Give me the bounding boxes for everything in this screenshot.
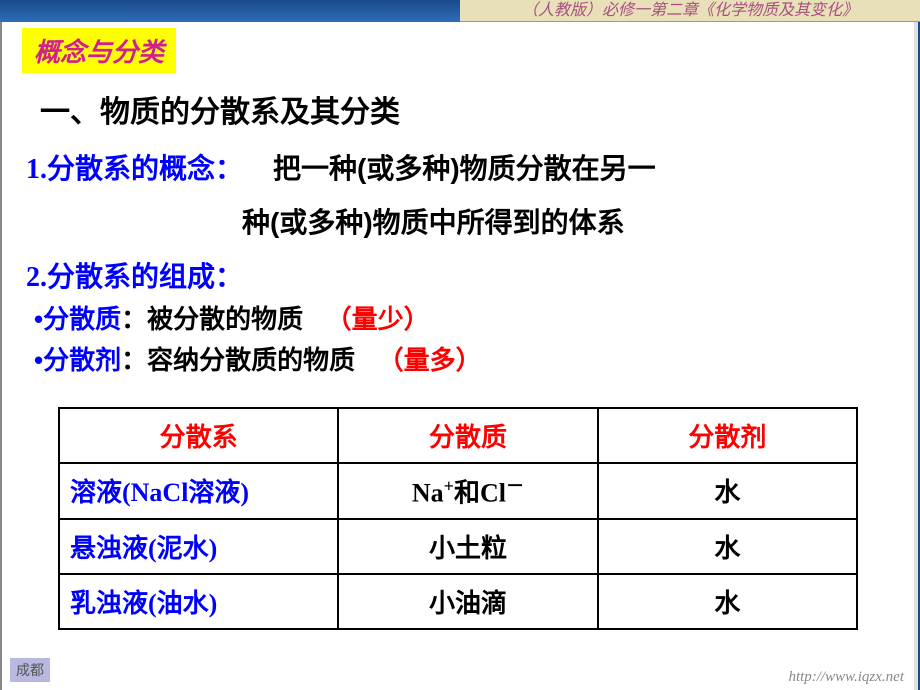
concept-1-def-part1: 把一种(或多种)物质分散在另一 [273, 153, 656, 184]
footer-left: 成都 [10, 658, 50, 682]
section-title: 一、物质的分散系及其分类 [40, 87, 894, 131]
cell-solvent-2: 水 [598, 574, 857, 629]
cell-system-2: 乳浊液(油水) [59, 574, 338, 629]
category-tag: 概念与分类 [22, 28, 176, 73]
bullet-2-note: （量多） [378, 346, 482, 375]
main-area: 概念与分类 一、物质的分散系及其分类 1.分散系的概念： 把一种(或多种)物质分… [0, 22, 920, 690]
concept-1-label: 1.分散系的概念： [26, 154, 243, 185]
dispersion-table: 分散系 分散质 分散剂 溶液(NaCl溶液) Na+和Cl－ 水 悬浊液(泥水)… [58, 407, 858, 630]
cell-solute-1: 小土粒 [338, 519, 597, 574]
cell-system-1: 悬浊液(泥水) [59, 519, 338, 574]
cell-solute-0: Na+和Cl－ [338, 463, 597, 519]
bullet-2-term: 分散剂 [43, 346, 121, 375]
bullet-1: •分散质：被分散的物质 （量少） [34, 299, 894, 336]
bullet-1-note: （量少） [326, 305, 430, 334]
slide: （人教版）必修一第二章《化学物质及其变化》 概念与分类 一、物质的分散系及其分类… [0, 0, 920, 690]
concept-1-def-part2: 种(或多种)物质中所得到的体系 [242, 201, 894, 241]
bullet-dot: • [34, 345, 43, 375]
table-row: 溶液(NaCl溶液) Na+和Cl－ 水 [59, 463, 857, 519]
table-header-row: 分散系 分散质 分散剂 [59, 408, 857, 463]
th-solvent: 分散剂 [598, 408, 857, 463]
content-area: 概念与分类 一、物质的分散系及其分类 1.分散系的概念： 把一种(或多种)物质分… [2, 22, 914, 690]
bullet-dot: • [34, 304, 43, 334]
table-row: 乳浊液(油水) 小油滴 水 [59, 574, 857, 629]
table-row: 悬浊液(泥水) 小土粒 水 [59, 519, 857, 574]
footer-right: http://www.iqzx.net [788, 669, 904, 686]
concept-1-line: 1.分散系的概念： 把一种(或多种)物质分散在另一 [26, 147, 894, 187]
top-bar-right: （人教版）必修一第二章《化学物质及其变化》 [460, 0, 920, 22]
concept-2-label: 2.分散系的组成： [26, 262, 243, 293]
cell-solvent-0: 水 [598, 463, 857, 519]
th-solute: 分散质 [338, 408, 597, 463]
top-bar-left [0, 0, 460, 22]
bullet-2-desc: ：容纳分散质的物质 [121, 346, 355, 375]
concept-2-line: 2.分散系的组成： [26, 255, 894, 295]
cell-system-0: 溶液(NaCl溶液) [59, 463, 338, 519]
th-system: 分散系 [59, 408, 338, 463]
bullet-1-desc: ：被分散的物质 [121, 305, 303, 334]
bullet-2: •分散剂：容纳分散质的物质 （量多） [34, 340, 894, 377]
cell-solvent-1: 水 [598, 519, 857, 574]
cell-solute-2: 小油滴 [338, 574, 597, 629]
bullet-1-term: 分散质 [43, 305, 121, 334]
top-bar: （人教版）必修一第二章《化学物质及其变化》 [0, 0, 920, 22]
